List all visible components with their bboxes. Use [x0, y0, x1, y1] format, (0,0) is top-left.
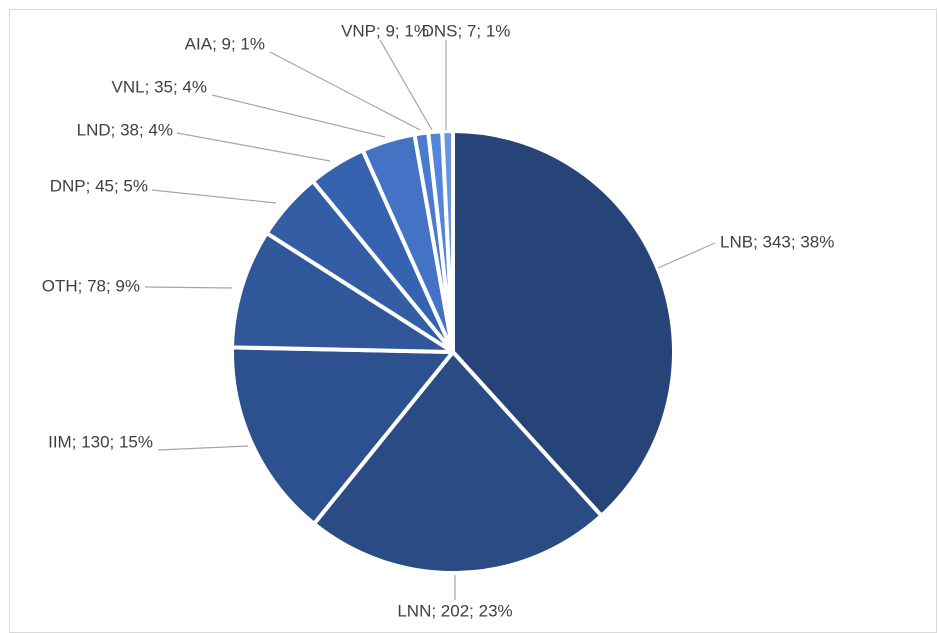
- data-label: AIA; 9; 1%: [185, 34, 265, 53]
- pie-slice: [312, 350, 604, 575]
- data-label: VNP; 9; 1%: [341, 21, 429, 40]
- leader-line: [657, 242, 716, 269]
- data-label: LNB; 343; 38%: [720, 232, 834, 251]
- data-label: VNL; 35; 4%: [112, 77, 207, 96]
- data-label: LNN; 202; 23%: [397, 601, 512, 620]
- leader-line: [211, 94, 386, 138]
- leader-line: [269, 51, 421, 131]
- data-label: LND; 38; 4%: [77, 120, 173, 139]
- data-label: OTH; 78; 9%: [42, 276, 140, 295]
- leader-line: [144, 286, 233, 289]
- leader-line: [176, 132, 331, 162]
- data-label: DNS; 7; 1%: [422, 21, 511, 40]
- pie-slice: [230, 345, 455, 526]
- pie-slice: [451, 129, 676, 518]
- leader-line: [157, 445, 249, 451]
- data-label: DNP; 45; 5%: [50, 176, 148, 195]
- pie-slice: [230, 231, 455, 354]
- leader-line: [379, 39, 433, 131]
- leader-line: [151, 189, 277, 204]
- data-label: IIM; 130; 15%: [48, 432, 153, 451]
- pie-slice: [440, 129, 455, 354]
